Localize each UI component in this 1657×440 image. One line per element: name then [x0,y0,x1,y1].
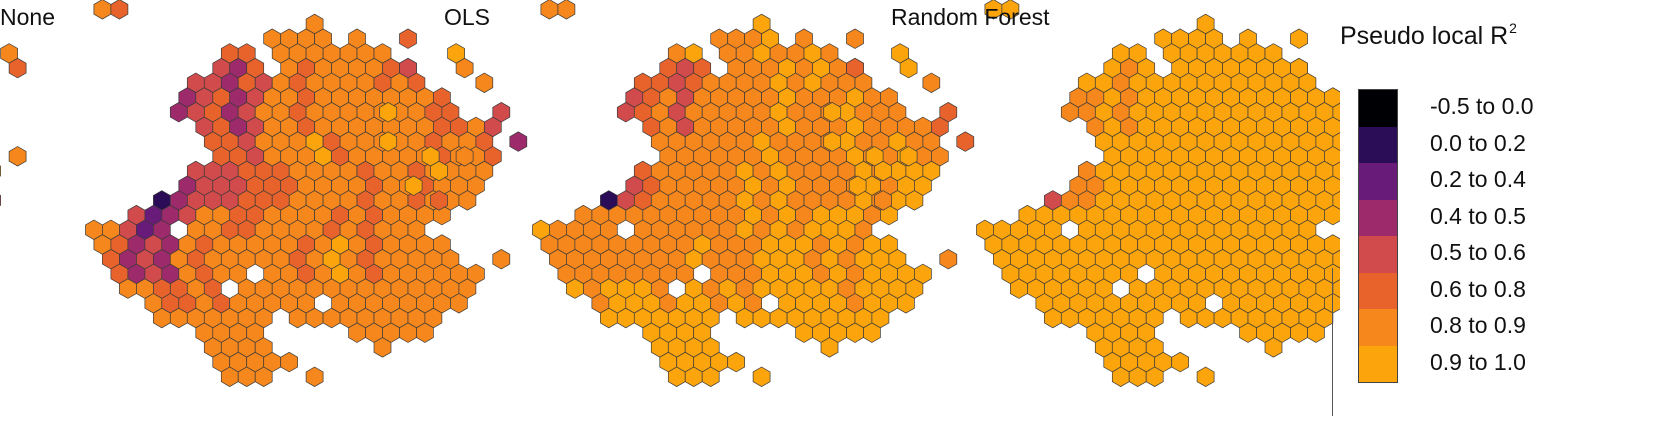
legend-swatch [1359,90,1397,127]
hex-cell [379,131,398,152]
legend-title-superscript: 2 [1509,20,1517,36]
hexbin-map-panels [0,0,1340,388]
hex-cell [848,175,867,196]
hex-cell [931,116,949,138]
hex-cell [379,101,398,123]
legend-title: Pseudo local R2 [1340,20,1517,50]
hex-cell [874,190,892,211]
legend-label: 0.9 to 1.0 [1430,348,1526,375]
hex-cell [509,131,528,152]
hex-cell [404,175,423,196]
hex-cell [1324,204,1340,226]
divider-line [1332,268,1333,416]
hex-cell [846,28,864,49]
legend-label: 0.5 to 0.6 [1430,239,1526,265]
hex-cell [823,101,842,123]
hex-cell [1290,57,1308,79]
hex-cell [1290,28,1308,49]
hex-cell [93,0,112,20]
legend-swatch [1359,309,1397,346]
hex-cell [8,146,27,167]
panel-title-random-forest: Random Forest [891,4,1050,30]
hex-cell [0,194,1,207]
hex-cell [455,57,474,79]
legend-label: 0.2 to 0.4 [1430,166,1526,192]
legend-swatch [1359,126,1397,163]
hexbin-map-none [0,0,528,388]
hex-cell [820,337,839,358]
legend-swatch [1359,272,1397,309]
hex-cell [492,248,511,270]
hex-cell [1264,337,1283,358]
hex-cell [956,131,975,152]
hex-cell [752,366,771,388]
hex-cell [399,28,417,49]
hex-cell [8,57,27,79]
hex-cell [0,165,1,177]
hex-cell [540,0,559,20]
hex-cell [899,146,918,167]
legend-color-bar [1358,89,1398,383]
hex-cell [280,351,298,373]
hex-cell [1145,366,1164,388]
hex-cell [416,322,434,343]
hex-cell [1307,322,1325,343]
panel-title-ols: OLS [444,4,491,30]
hex-cell [450,293,468,314]
hex-cell [1196,366,1215,388]
hex-cell [863,322,881,343]
hex-cell [484,116,502,138]
hex-cell [897,293,915,314]
legend-swatch [1359,163,1397,200]
hex-cell [922,72,941,94]
legend-swatch [1359,345,1397,382]
hex-cell [430,160,448,182]
legend-swatch [1359,199,1397,236]
hexbin-map-random-forest [823,0,1340,388]
legend-label: -0.5 to 0.0 [1430,93,1534,119]
hex-cell [557,0,576,20]
hex-cell [874,160,892,182]
hex-cell [823,131,842,152]
hex-cell [846,57,864,79]
legend-label: 0.6 to 0.8 [1430,275,1526,302]
legend-label: 0.0 to 0.2 [1430,129,1526,156]
hex-cell [939,248,958,270]
hex-cell [254,366,273,388]
hex-cell [305,366,324,388]
legend-label: 0.8 to 0.9 [1430,312,1526,338]
hex-cell [110,0,129,20]
hex-cell [905,190,924,211]
hex-cell [475,72,494,94]
legend-swatch [1359,236,1397,273]
hex-cell [455,146,474,167]
hex-cell [430,190,448,211]
hex-cell [899,57,918,79]
hex-cell [458,190,477,211]
hex-cell [1001,0,1020,20]
hex-cell [373,337,392,358]
hex-cell [399,57,417,79]
hex-cell [701,366,720,388]
panel-title-none: None [0,4,55,30]
legend-label: 0.4 to 0.5 [1430,202,1526,229]
hex-cell [1171,351,1189,373]
hexbin-map-ols [379,0,975,388]
hex-cell [727,351,745,373]
